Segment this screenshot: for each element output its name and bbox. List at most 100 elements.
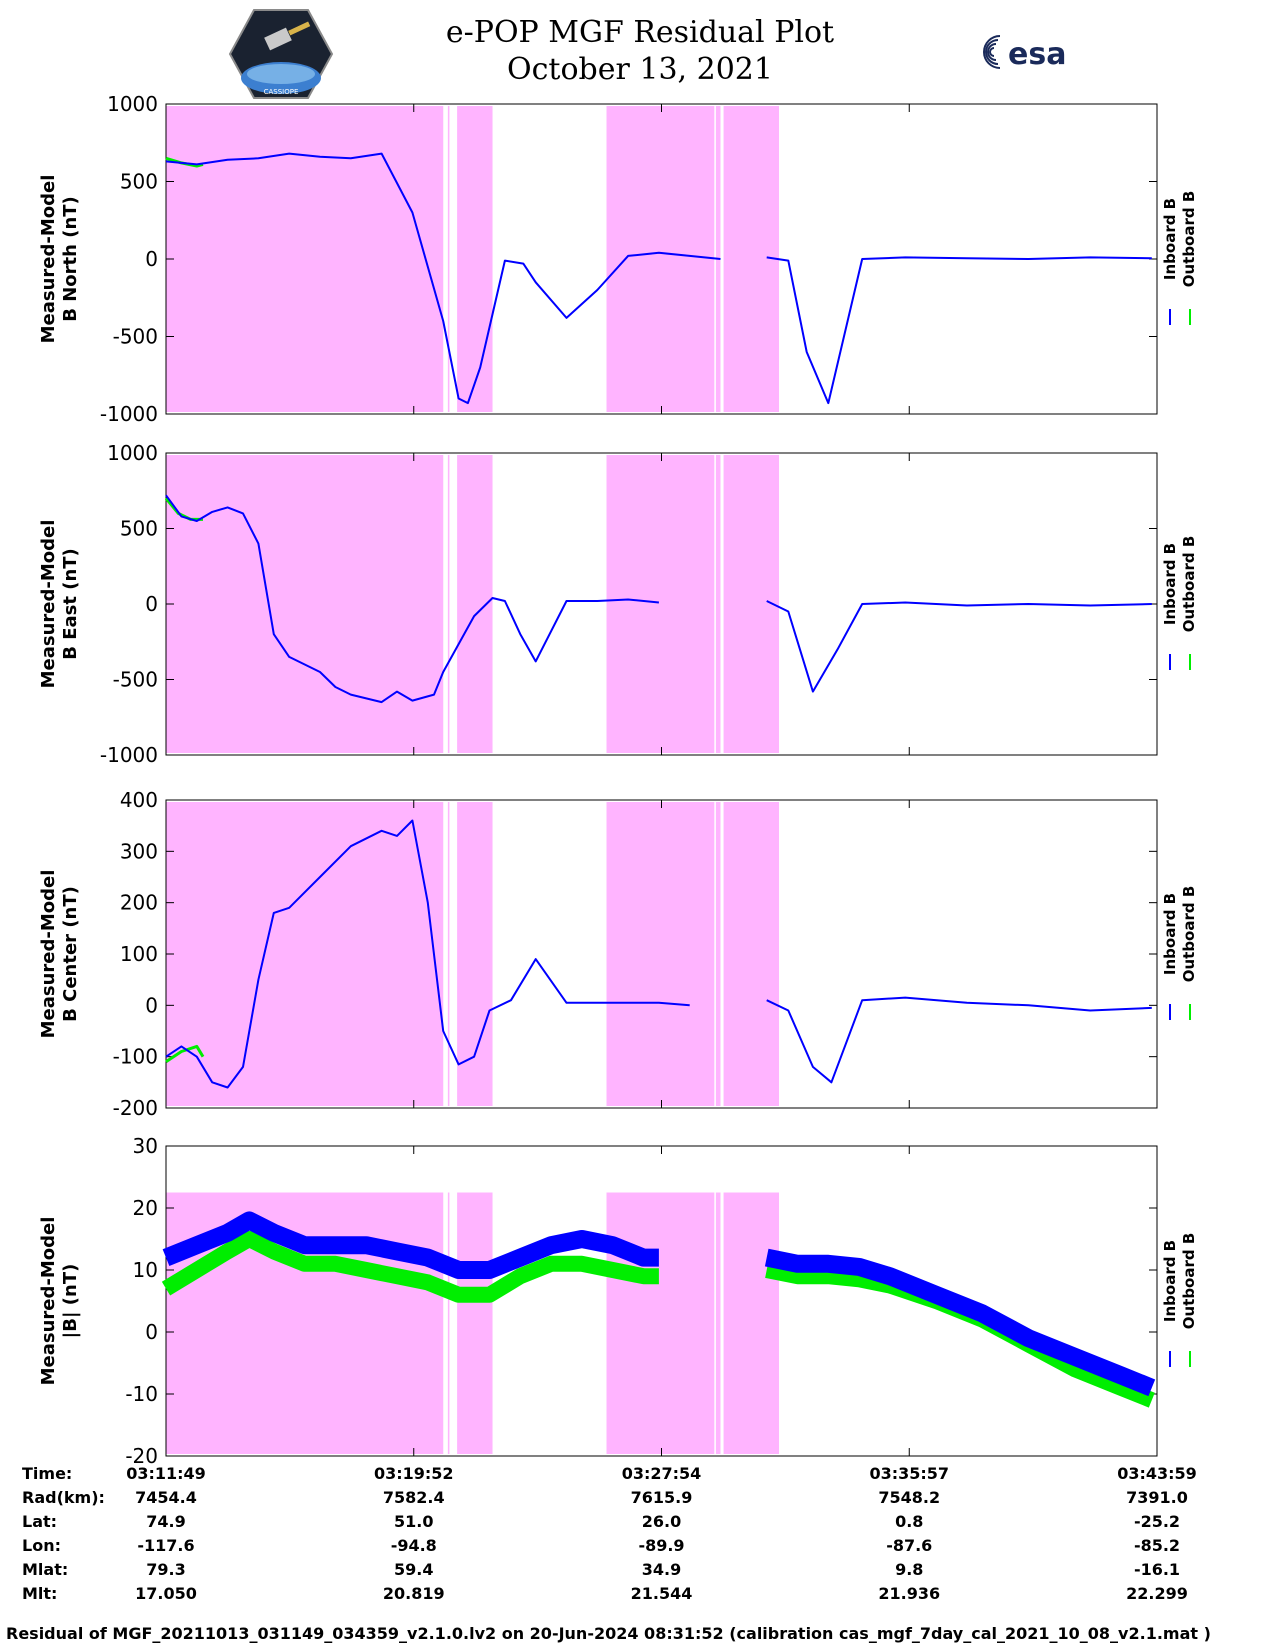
ephemeris-cell: 51.0 [394, 1512, 434, 1531]
ephemeris-cell: 7582.4 [382, 1488, 445, 1507]
y-tick-label: -10 [125, 1382, 158, 1406]
series-inboard-line [165, 494, 1152, 704]
ephemeris-cell: -117.6 [137, 1536, 195, 1555]
series-inboard-line [165, 819, 1152, 1089]
time-tick-label: 03:19:52 [373, 1464, 454, 1483]
shaded-interval [606, 455, 715, 753]
y-tick-label: -100 [113, 1045, 158, 1069]
shaded-interval [457, 1192, 493, 1454]
footer-caption: Residual of MGF_20211013_031149_034359_v… [6, 1624, 1211, 1643]
legend-outboard: Outboard B [1180, 1233, 1198, 1330]
ephemeris-cell: 21.936 [878, 1584, 941, 1603]
ephemeris-cell: 26.0 [641, 1512, 682, 1531]
ephemeris-cell: 59.4 [394, 1560, 434, 1579]
time-tick-label: 03:35:57 [869, 1464, 950, 1483]
y-tick-label: 0 [145, 247, 158, 271]
shaded-interval [715, 1192, 721, 1454]
ephemeris-row-label: Rad(km): [22, 1488, 105, 1507]
y-axis-label-line2: B Center (nT) [60, 886, 81, 1022]
ephemeris-cell: 74.9 [146, 1512, 186, 1531]
series-inboard-line [165, 152, 1152, 405]
y-axis-label-line1: Measured-Model [38, 520, 59, 689]
ephemeris-row-label: Time: [22, 1464, 73, 1483]
ephemeris-cell: 9.8 [895, 1560, 924, 1579]
y-tick-label: 100 [120, 942, 158, 966]
shaded-interval [606, 802, 715, 1106]
page-title: e-POP MGF Residual Plot [445, 15, 835, 50]
page-title-block: e-POP MGF Residual Plot October 13, 2021 [380, 14, 900, 88]
ephemeris-cell: 34.9 [641, 1560, 682, 1579]
y-tick-label: 500 [120, 170, 158, 194]
ephemeris-cell: 7391.0 [1126, 1488, 1188, 1507]
cassiope-logo: CASSIOPE [228, 9, 334, 99]
ephemeris-cell: 17.050 [135, 1584, 197, 1603]
time-tick-label: 03:27:54 [621, 1464, 702, 1483]
y-tick-label: 20 [133, 1196, 158, 1220]
legend-outboard: Outboard B [1180, 886, 1198, 983]
panel-3: 400 300 200 100 0 -100 -200 Measured-ModelB Cen… [38, 788, 1198, 1120]
time-tick-label: 03:43:59 [1117, 1464, 1197, 1483]
y-tick-label: -1000 [100, 743, 158, 767]
y-axis-label-line1: Measured-Model [38, 870, 59, 1039]
y-tick-label: -500 [113, 325, 158, 349]
y-tick-label: 0 [145, 592, 158, 616]
legend-inboard: Inboard B [1161, 543, 1179, 625]
shaded-interval [723, 1192, 780, 1454]
shaded-interval [166, 106, 444, 412]
ephemeris-cell: -87.6 [886, 1536, 933, 1555]
ephemeris-cell: -16.1 [1133, 1560, 1181, 1579]
y-tick-label: 500 [120, 517, 158, 541]
ephemeris-row-label: Mlt: [22, 1584, 58, 1603]
ephemeris-cell: 20.819 [382, 1584, 445, 1603]
y-tick-label: 400 [120, 788, 158, 812]
legend-inboard: Inboard B [1161, 1240, 1179, 1322]
ephemeris-row-label: Mlat: [22, 1560, 69, 1579]
shaded-interval [166, 455, 444, 753]
ephemeris-cell: -25.2 [1133, 1512, 1181, 1531]
legend-inboard: Inboard B [1161, 893, 1179, 975]
y-tick-label: 0 [145, 1320, 158, 1344]
y-tick-label: -200 [113, 1096, 158, 1120]
y-axis-label-line2: B North (nT) [60, 196, 81, 322]
y-tick-label: 10 [133, 1258, 158, 1282]
ephemeris-cell: -85.2 [1133, 1536, 1181, 1555]
y-axis-label: Measured-ModelB East (nT) [38, 520, 81, 689]
y-tick-label: 1000 [107, 92, 158, 116]
shaded-interval [723, 802, 780, 1106]
cassiope-logo-text: CASSIOPE [264, 88, 299, 96]
shaded-interval [166, 802, 444, 1106]
y-tick-label: 0 [145, 993, 158, 1017]
shaded-interval [606, 1192, 715, 1454]
shaded-interval [447, 802, 450, 1106]
series-outboard-line [165, 1044, 205, 1064]
y-tick-label: -20 [125, 1444, 158, 1468]
panel-2: 1000 500 0 -500 -1000 Measured-ModelB East (n… [38, 441, 1198, 767]
shaded-interval [457, 106, 493, 412]
esa-logo-text: esa [1008, 37, 1066, 72]
ephemeris-cell: -94.8 [390, 1536, 437, 1555]
shaded-interval [447, 1192, 450, 1454]
y-tick-label: -1000 [100, 402, 158, 426]
y-axis-label-line2: B East (nT) [60, 548, 81, 660]
ephemeris-cell: 7548.2 [878, 1488, 941, 1507]
legend-inboard: Inboard B [1161, 198, 1179, 280]
legend: Inboard BOutboard B [1161, 536, 1198, 633]
legend-outboard: Outboard B [1180, 191, 1198, 288]
legend: Inboard BOutboard B [1161, 191, 1198, 288]
time-tick-label: 03:11:49 [126, 1464, 206, 1483]
legend: Inboard BOutboard B [1161, 886, 1198, 983]
ephemeris-cell: 21.544 [630, 1584, 693, 1603]
panel-1: 1000 500 0 -500 -1000 Measured-ModelB North (… [38, 92, 1198, 426]
legend-outboard: Outboard B [1180, 536, 1198, 633]
page-date: October 13, 2021 [507, 52, 773, 87]
ephemeris-cell: 22.299 [1126, 1584, 1188, 1603]
shaded-interval [447, 106, 450, 412]
esa-logo: esa [983, 35, 1066, 72]
ephemeris-cell: -89.9 [638, 1536, 685, 1555]
ephemeris-row-label: Lat: [22, 1512, 58, 1531]
shaded-interval [723, 106, 780, 412]
shaded-interval [447, 455, 450, 753]
y-axis-label: Measured-Model|B| (nT) [38, 1217, 81, 1386]
shaded-interval [715, 802, 721, 1106]
